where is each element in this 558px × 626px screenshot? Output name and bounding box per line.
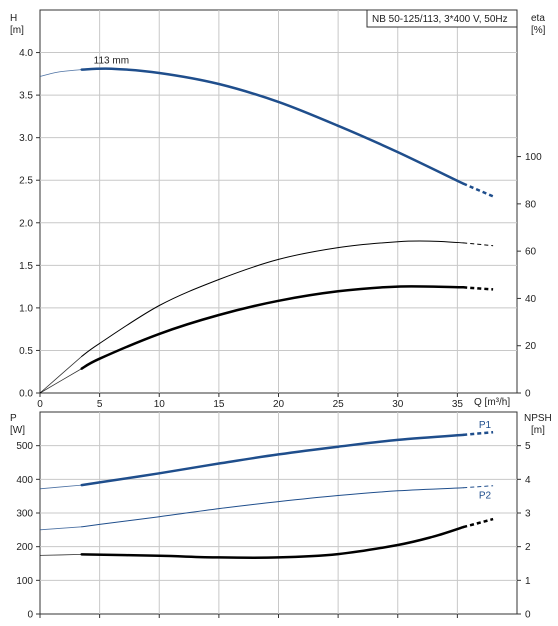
- bottom-series-0-ext-left: [39, 484, 82, 490]
- top-series-2-ext-right: [463, 286, 494, 291]
- xtick-label-6: 30: [392, 399, 404, 410]
- top-ytick-right-label-0: 0: [525, 389, 531, 400]
- bottom-series-2-line: [80, 525, 465, 559]
- top-ytick-left-label-3: 1.5: [19, 261, 33, 272]
- top-series-0-ext-left: [39, 69, 82, 77]
- xtick-label-3: 15: [213, 399, 225, 410]
- title-box: NB 50-125/113, 3*400 V, 50Hz: [372, 14, 508, 25]
- head-efficiency-panel: 0.0 0.5 1.0 1.5 2.0 2.5 3.0 3.5 4.0 0 20 40 60 80 100 0…: [10, 9, 546, 410]
- top-series-1-ext-left: [39, 356, 82, 394]
- bottom-series-1-line: [81, 487, 464, 528]
- bottom-ytick-right-label-3: 3: [525, 509, 531, 520]
- top-series-1-ext-right: [463, 242, 494, 247]
- bottom-ytick-left-label-1: 100: [16, 576, 33, 587]
- top-right-axis-label-1: eta: [531, 13, 545, 24]
- top-ytick-right-label-4: 80: [525, 199, 537, 210]
- xtick-label-7: 35: [452, 399, 464, 410]
- top-ytick-right-label-2: 40: [525, 294, 537, 305]
- bottom-series-0-label: P1: [479, 420, 492, 431]
- xtick-label-1: 5: [97, 399, 103, 410]
- top-ytick-right-label-5: 100: [525, 152, 542, 163]
- top-ytick-left-label-6: 3.0: [19, 133, 33, 144]
- bottom-ytick-left-label-4: 400: [16, 475, 33, 486]
- bottom-series-0-ext-right: [463, 430, 494, 437]
- top-right-axis-label-2: [%]: [531, 25, 546, 36]
- top-ytick-left-label-5: 2.5: [19, 176, 33, 187]
- bottom-series-2-ext-left: [39, 554, 82, 556]
- top-left-axis-label-1: H: [10, 13, 17, 24]
- bottom-grid: [40, 412, 517, 614]
- bottom-series: P1 P2: [39, 420, 494, 559]
- bottom-ytick-left-label-0: 0: [27, 610, 33, 621]
- top-series-2-ext-left: [39, 368, 82, 394]
- top-ytick-left-label-0: 0.0: [19, 389, 33, 400]
- bottom-ytick-right-label-5: 5: [525, 441, 531, 452]
- top-series-0-line: [80, 67, 465, 185]
- top-grid: [40, 10, 517, 393]
- top-series: [39, 67, 494, 394]
- top-ticks: 0.0 0.5 1.0 1.5 2.0 2.5 3.0 3.5 4.0 0 20 40 60 80 100 0…: [19, 48, 542, 410]
- bottom-ytick-right-label-4: 4: [525, 475, 531, 486]
- bottom-left-axis-label-2: [W]: [10, 425, 25, 436]
- top-series-0-ext-right: [462, 182, 494, 198]
- top-left-axis-label-2: [m]: [10, 25, 24, 36]
- bottom-series-1-label: P2: [479, 490, 492, 501]
- top-series-2-line: [80, 285, 465, 370]
- top-ytick-left-label-7: 3.5: [19, 91, 33, 102]
- bottom-left-axis-label-1: P: [10, 413, 17, 424]
- xtick-label-4: 20: [273, 399, 285, 410]
- bottom-ytick-left-label-3: 300: [16, 509, 33, 520]
- top-ytick-left-label-2: 1.0: [19, 303, 33, 314]
- bottom-right-axis-label-2: [m]: [531, 425, 545, 436]
- top-ytick-right-label-1: 20: [525, 341, 537, 352]
- curve-annotation-0: 113 mm: [94, 56, 129, 67]
- top-ytick-left-label-4: 2.0: [19, 218, 33, 229]
- xtick-label-0: 0: [37, 399, 43, 410]
- bottom-right-axis-label-1: NPSH: [524, 413, 552, 424]
- power-npsh-panel: 0 100 200 300 400 500 0 1 2 3 4 5 P1 P2 P [W] NPSH […: [10, 411, 552, 621]
- bottom-ytick-left-label-5: 500: [16, 441, 33, 452]
- x-axis-label: Q [m³/h]: [474, 397, 510, 408]
- bottom-ytick-right-label-1: 1: [525, 576, 531, 587]
- bottom-ytick-left-label-2: 200: [16, 542, 33, 553]
- top-ytick-left-label-8: 4.0: [19, 48, 33, 59]
- xtick-label-5: 25: [333, 399, 345, 410]
- top-ytick-right-label-3: 60: [525, 247, 537, 258]
- title-box-frame: [366, 9, 518, 28]
- bottom-series-2-ext-right: [462, 517, 494, 529]
- bottom-ticks: 0 100 200 300 400 500 0 1 2 3 4 5: [16, 441, 531, 620]
- bottom-series-0-line: [80, 433, 465, 487]
- bottom-series-1-ext-left: [39, 526, 82, 531]
- top-series-1-line: [81, 240, 464, 357]
- xtick-label-2: 10: [154, 399, 166, 410]
- bottom-series-1-ext-right: [463, 485, 494, 489]
- bottom-ytick-right-label-2: 2: [525, 542, 531, 553]
- top-ytick-left-label-1: 0.5: [19, 346, 33, 357]
- bottom-ytick-right-label-0: 0: [525, 610, 531, 621]
